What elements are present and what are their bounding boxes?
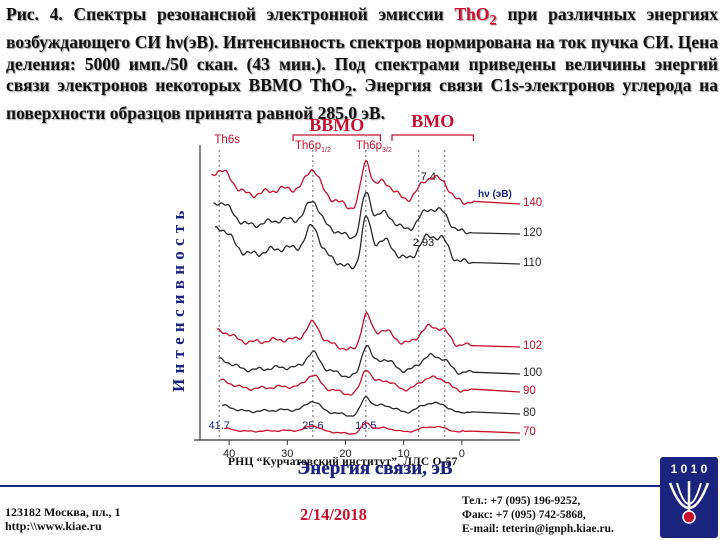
peak-label-sub: 1/2 bbox=[321, 147, 331, 154]
slide-date: 2/14/2018 bbox=[300, 505, 367, 524]
address-line: 123182 Москва, пл., 1 bbox=[5, 505, 121, 519]
region-bracket bbox=[391, 134, 475, 141]
spectrum-line bbox=[220, 369, 521, 396]
spectrum-line bbox=[216, 311, 521, 351]
spectrum-line bbox=[223, 422, 521, 435]
caption-formula-sub: 2 bbox=[489, 12, 497, 29]
series-label: 90 bbox=[523, 385, 536, 397]
footer-divider bbox=[0, 485, 660, 487]
fax-line: Факс: +7 (095) 742-5868, bbox=[462, 509, 586, 521]
value-annotation: 7.4 bbox=[421, 171, 436, 183]
institute-logo: 1 0 1 0 bbox=[660, 457, 718, 538]
series-label: 100 bbox=[523, 367, 542, 379]
spectrum-line bbox=[215, 215, 521, 270]
x-tick-label: 0 bbox=[459, 448, 465, 460]
region-label: ВВМО bbox=[309, 115, 364, 135]
series-label: 110 bbox=[523, 257, 541, 269]
spectrum-line bbox=[211, 159, 521, 210]
caption-text-3: . Энергия связи C1s-электронов углерода … bbox=[6, 75, 718, 123]
spectrum-line bbox=[213, 191, 521, 240]
caption-formula: ThO bbox=[454, 4, 490, 24]
x-tick-label: 30 bbox=[281, 448, 293, 460]
x-tick-label: 10 bbox=[398, 448, 410, 460]
legend-title: hν (эВ) bbox=[478, 189, 512, 200]
x-tick-label: 40 bbox=[223, 448, 235, 460]
peak-label: Th6s bbox=[214, 134, 240, 146]
x-axis-title: Энергия связи, эВ bbox=[297, 458, 452, 479]
region-bracket bbox=[292, 134, 381, 141]
peak-label: Th6p3/2 bbox=[356, 140, 392, 154]
website-link[interactable]: http:\\www.kiae.ru bbox=[5, 519, 102, 533]
region-label: ВМО bbox=[411, 111, 454, 131]
binding-energy-label: 41.7 bbox=[208, 420, 229, 432]
caption-text-1: Рис. 4. Спектры резонансной электронной … bbox=[6, 4, 455, 24]
spectrum-line bbox=[221, 395, 521, 417]
address-block: 123182 Москва, пл., 1 http:\\www.kiae.ru bbox=[5, 505, 121, 533]
series-label: 70 bbox=[523, 426, 536, 438]
series-label: 120 bbox=[523, 227, 542, 239]
email-link[interactable]: E-mail: teterin@ignph.kiae.ru. bbox=[462, 523, 614, 535]
figure-caption: Рис. 4. Спектры резонансной электронной … bbox=[6, 4, 718, 125]
peak-label: Th6p1/2 bbox=[295, 140, 331, 154]
phone-line: Тел.: +7 (095) 196-9252, bbox=[462, 495, 581, 507]
svg-text:1 0 1 0: 1 0 1 0 bbox=[671, 462, 708, 476]
peak-label-sub: 3/2 bbox=[382, 147, 392, 154]
spectrum-line bbox=[218, 344, 521, 379]
series-label: 140 bbox=[523, 197, 542, 209]
contacts-block: Тел.: +7 (095) 196-9252, Факс: +7 (095) … bbox=[462, 494, 614, 536]
caption-text-2-sub: 2 bbox=[344, 83, 353, 100]
value-annotation: 2.93 bbox=[413, 237, 434, 249]
x-tick-label: 20 bbox=[339, 448, 351, 460]
caption-text-2: при различных энергиях возбуждающего СИ … bbox=[6, 4, 719, 95]
y-axis-title: И н т е н с и в н о с т ь bbox=[169, 210, 188, 392]
organization-label: РНЦ “Курчатовский институт”, ЛЛС О-57 bbox=[228, 456, 458, 468]
series-label: 80 bbox=[523, 407, 536, 419]
series-label: 102 bbox=[523, 340, 542, 352]
